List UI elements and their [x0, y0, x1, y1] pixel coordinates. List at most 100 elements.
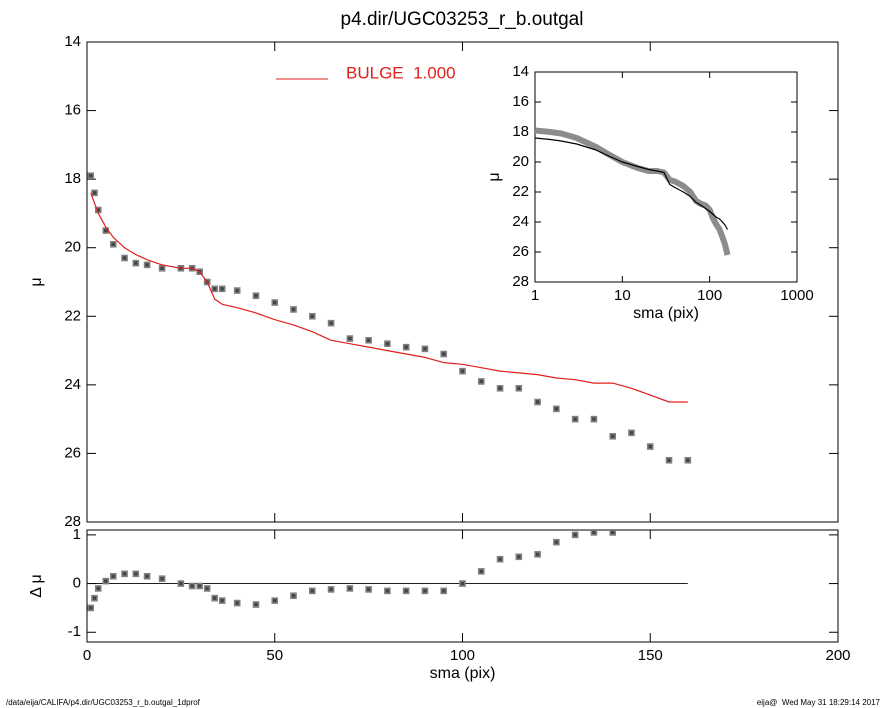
data-point [648, 508, 653, 513]
y-axis-label: μ [486, 172, 503, 181]
data-point [365, 336, 372, 344]
y-tick-label: 14 [512, 63, 529, 80]
y-tick-label: 24 [512, 213, 529, 230]
data-point [384, 587, 391, 595]
plot-area [87, 172, 692, 464]
data-point [158, 575, 166, 582]
data-point [327, 586, 335, 593]
model-line [535, 137, 729, 230]
legend-label: BULGE 1.000 [346, 63, 456, 82]
data-point [109, 240, 117, 248]
data-point [327, 319, 335, 327]
data-point [421, 345, 429, 353]
x-tick-label: 10 [614, 287, 631, 304]
data-point [308, 312, 316, 320]
y-tick-label: 0 [73, 575, 81, 592]
data-point [477, 568, 485, 575]
data-point [252, 601, 260, 608]
profile-band [535, 127, 731, 256]
footer-left: /data/eija/CALIFA/p4.dir/UGC03253_r_b.ou… [6, 698, 201, 707]
footer-right: eija@ Wed May 31 18:29:14 2017 [757, 698, 881, 707]
data-point [94, 585, 102, 592]
data-point [609, 530, 617, 536]
data-point [515, 553, 523, 561]
data-point [91, 189, 98, 197]
data-point [218, 285, 226, 293]
y-tick-label: -1 [68, 623, 81, 640]
data-point [308, 587, 316, 595]
plot-area [87, 498, 690, 612]
data-point [534, 551, 541, 558]
data-point [685, 498, 690, 503]
data-point [121, 254, 128, 262]
data-point [143, 261, 151, 269]
data-point [440, 350, 448, 358]
y-tick-label: 22 [64, 307, 81, 324]
y-tick-label: 16 [64, 102, 81, 119]
y-tick-label: 16 [512, 93, 529, 110]
data-point [196, 582, 203, 590]
data-point [477, 378, 485, 385]
data-point [211, 285, 218, 293]
x-axis-label: sma (pix) [430, 665, 496, 682]
data-point [609, 432, 617, 440]
data-point [233, 599, 241, 607]
data-point [684, 456, 692, 464]
data-point [402, 343, 410, 351]
data-point [346, 335, 354, 342]
y-axis-label: Δ μ [28, 574, 45, 597]
y-tick-label: 20 [512, 153, 529, 170]
x-tick-label: 0 [83, 647, 91, 664]
data-point [628, 429, 635, 437]
data-point [346, 585, 354, 592]
data-point [515, 384, 523, 392]
data-point [211, 594, 218, 602]
data-point [290, 592, 297, 600]
data-point [402, 587, 410, 595]
data-point [459, 367, 466, 375]
plot-frame [534, 71, 798, 283]
data-point [158, 264, 166, 272]
data-point [571, 415, 579, 423]
data-point [459, 580, 466, 587]
x-tick-label: 150 [638, 647, 663, 664]
plot-area [535, 127, 731, 256]
y-tick-label: 20 [64, 239, 81, 256]
data-point [218, 597, 226, 604]
x-axis-label: sma (pix) [633, 305, 699, 322]
data-point [233, 287, 241, 294]
data-point [271, 597, 279, 604]
data-point [365, 586, 372, 593]
data-point [271, 299, 279, 306]
model-line [90, 192, 688, 403]
y-axis-label: μ [28, 277, 45, 286]
data-point [440, 587, 448, 595]
data-point [590, 530, 598, 536]
x-tick-label: 1 [531, 287, 539, 304]
x-tick-label: 50 [266, 647, 283, 664]
data-point [132, 259, 140, 267]
data-point [203, 585, 211, 592]
data-point [102, 577, 110, 585]
data-point [121, 570, 128, 578]
x-tick-label: 100 [697, 287, 722, 304]
data-point [590, 415, 598, 423]
data-point [553, 538, 560, 546]
y-tick-label: 26 [64, 444, 81, 461]
data-point [252, 292, 260, 300]
data-point [87, 604, 95, 612]
x-tick-label: 200 [825, 647, 850, 664]
data-point [571, 531, 579, 539]
y-tick-label: 28 [512, 273, 529, 290]
data-point [177, 580, 185, 587]
y-tick-label: 22 [512, 183, 529, 200]
data-point [646, 443, 654, 450]
y-tick-label: 18 [64, 170, 81, 187]
data-point [87, 172, 95, 180]
data-point [109, 572, 117, 580]
data-point [132, 570, 140, 578]
y-tick-label: 14 [64, 33, 81, 50]
data-point [667, 498, 672, 503]
data-point [496, 555, 504, 563]
